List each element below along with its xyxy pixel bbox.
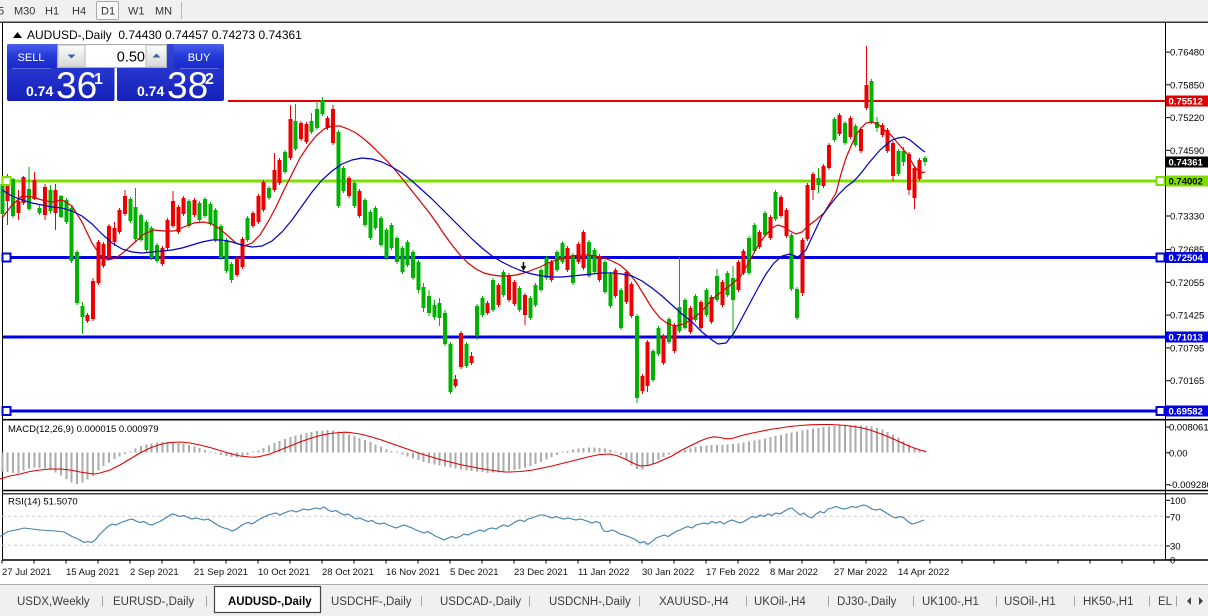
svg-text:0.50: 0.50 [117,50,145,66]
svg-text:SELL: SELL [18,52,45,64]
svg-text:0.75512: 0.75512 [1169,97,1203,108]
svg-text:0.71013: 0.71013 [1169,333,1203,344]
svg-text:M30: M30 [14,6,35,18]
svg-text:|: | [528,595,531,607]
svg-text:|: | [1148,595,1151,607]
svg-text:27 Mar 2022: 27 Mar 2022 [834,567,887,578]
svg-text:2: 2 [205,71,214,88]
svg-text:|: | [1175,595,1178,607]
svg-text:0.72504: 0.72504 [1169,253,1204,264]
svg-text:17 Feb 2022: 17 Feb 2022 [706,567,759,578]
svg-text:|: | [745,595,748,607]
svg-text:30 Jan 2022: 30 Jan 2022 [642,567,694,578]
svg-text:UKOil-,H4: UKOil-,H4 [754,596,806,608]
svg-text:5 Dec 2021: 5 Dec 2021 [450,567,499,578]
svg-text:0.75220: 0.75220 [1170,113,1204,124]
svg-text:|: | [205,595,208,607]
svg-text:|: | [420,595,423,607]
svg-text:100: 100 [1170,496,1186,507]
svg-text:0.69582: 0.69582 [1169,407,1203,418]
svg-text:AUDUSD-,Daily 0.74430 0.74457: AUDUSD-,Daily 0.74430 0.74457 0.74273 0.… [27,28,302,42]
svg-text:1: 1 [94,71,103,88]
svg-text:0.74: 0.74 [137,83,164,99]
svg-text:D1: D1 [101,6,115,18]
svg-text:XAUUSD-,H4: XAUUSD-,H4 [659,596,729,608]
svg-text:10 Oct 2021: 10 Oct 2021 [258,567,310,578]
svg-text:W1: W1 [128,6,145,18]
svg-text:USDCNH-,Daily: USDCNH-,Daily [549,596,631,608]
svg-text:USDCHF-,Daily: USDCHF-,Daily [331,596,412,608]
svg-text:23 Dec 2021: 23 Dec 2021 [514,567,568,578]
svg-text:0.70165: 0.70165 [1170,376,1204,387]
svg-text:DJ30-,Daily: DJ30-,Daily [837,596,897,608]
svg-text:36: 36 [56,65,97,106]
svg-text:AUDUSD-,Daily: AUDUSD-,Daily [228,596,312,608]
svg-text:2 Sep 2021: 2 Sep 2021 [130,567,179,578]
svg-text:HK50-,H1: HK50-,H1 [1083,596,1134,608]
svg-text:0.70795: 0.70795 [1170,343,1204,354]
svg-text:-0.009286: -0.009286 [1169,480,1208,491]
svg-text:RSI(14) 51.5070: RSI(14) 51.5070 [8,497,78,508]
svg-text:UK100-,H1: UK100-,H1 [922,596,979,608]
svg-text:H4: H4 [72,6,86,18]
svg-text:0.74: 0.74 [26,83,53,99]
svg-text:0.72685: 0.72685 [1170,245,1204,256]
svg-text:11 Jan 2022: 11 Jan 2022 [578,567,630,578]
svg-text:|: | [827,595,830,607]
svg-text:0.73330: 0.73330 [1170,212,1204,223]
svg-text:EURUSD-,Daily: EURUSD-,Daily [113,596,194,608]
svg-text:USOil-,H1: USOil-,H1 [1004,596,1056,608]
svg-text:USDCAD-,Daily: USDCAD-,Daily [440,596,521,608]
svg-text:16 Nov 2021: 16 Nov 2021 [386,567,440,578]
svg-text:0.72055: 0.72055 [1170,278,1204,289]
svg-text:H1: H1 [45,6,59,18]
svg-text:0.71425: 0.71425 [1170,311,1204,322]
svg-text:0.008061: 0.008061 [1169,423,1208,434]
svg-text:0.76480: 0.76480 [1170,48,1204,59]
svg-text:0.74590: 0.74590 [1170,146,1204,157]
svg-text:0.00: 0.00 [1169,448,1188,459]
svg-text:70: 70 [1170,513,1181,524]
svg-text:|: | [1073,595,1076,607]
svg-text:|: | [101,595,104,607]
svg-text:21 Sep 2021: 21 Sep 2021 [194,567,248,578]
svg-text:0.75850: 0.75850 [1170,80,1204,91]
svg-text:MN: MN [155,6,172,18]
svg-text:MACD(12,26,9) 0.000015 0.00097: MACD(12,26,9) 0.000015 0.000979 [8,424,159,435]
svg-text:|: | [912,595,915,607]
svg-text:BUY: BUY [188,52,211,64]
svg-text:38: 38 [167,65,208,106]
svg-text:30: 30 [1170,542,1181,553]
svg-text:0.74002: 0.74002 [1169,177,1203,188]
svg-text:0.74361: 0.74361 [1169,158,1204,169]
svg-text:0: 0 [1170,555,1175,566]
svg-text:14 Apr 2022: 14 Apr 2022 [898,567,949,578]
svg-text:28 Oct 2021: 28 Oct 2021 [322,567,374,578]
svg-text:8 Mar 2022: 8 Mar 2022 [770,567,818,578]
svg-text:EL: EL [1158,596,1173,608]
svg-text:USDX,Weekly: USDX,Weekly [17,596,90,608]
svg-text:5: 5 [0,6,4,18]
svg-text:|: | [995,595,998,607]
svg-text:|: | [638,595,641,607]
svg-text:15 Aug 2021: 15 Aug 2021 [66,567,119,578]
svg-text:27 Jul 2021: 27 Jul 2021 [2,567,51,578]
